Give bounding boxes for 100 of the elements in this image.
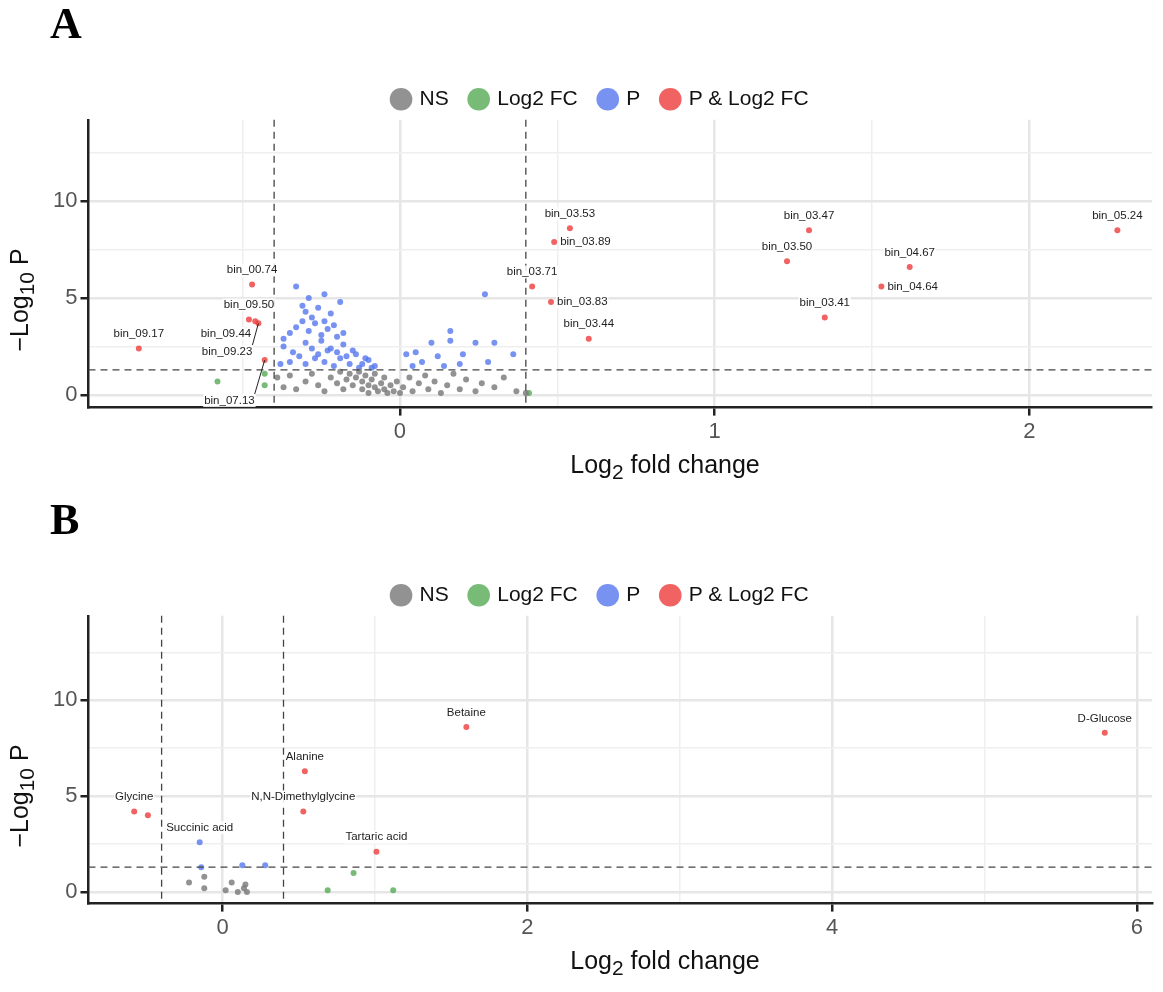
annotation: bin_03.53 (544, 207, 596, 219)
point (585, 335, 592, 342)
point (1101, 729, 1108, 736)
point (350, 869, 357, 876)
annotation: bin_03.89 (560, 235, 611, 248)
point (337, 368, 344, 375)
point (463, 376, 470, 383)
point (186, 879, 193, 886)
point (245, 316, 252, 323)
point (321, 388, 328, 395)
annotation: bin_03.71 (506, 265, 558, 278)
annotation: bin_04.67 (884, 245, 935, 258)
point (409, 388, 416, 395)
point (806, 227, 813, 234)
point (522, 390, 529, 397)
point (352, 374, 359, 381)
point (300, 808, 307, 815)
point (243, 889, 250, 896)
point (371, 370, 378, 377)
point (365, 382, 372, 389)
point (444, 382, 451, 389)
point (566, 225, 573, 232)
point (301, 768, 308, 775)
legend-label: P & Log2 FC (688, 86, 809, 110)
point (343, 376, 350, 383)
x-tick-label: 2 (1023, 417, 1036, 443)
x-axis-title: Log$_{2}$ fold change (569, 450, 761, 484)
annotation: bin_03.50 (761, 239, 813, 252)
point (373, 848, 380, 855)
point (878, 283, 885, 290)
legend-label: Log2 FC (497, 582, 578, 606)
annotation: bin_03.83 (557, 295, 608, 308)
point (346, 370, 353, 377)
point (400, 384, 407, 391)
point (393, 378, 400, 385)
point (381, 386, 388, 393)
annotation: N,N-Dimethylglycine (251, 790, 356, 803)
y-tick-label: 10 (52, 686, 78, 712)
point (315, 382, 322, 389)
point (228, 879, 235, 886)
annotation: bin_05.24 (1092, 208, 1144, 221)
point (214, 378, 221, 385)
point (334, 380, 341, 387)
point (491, 384, 498, 391)
annotation: bin_00.74 (226, 263, 278, 276)
point (242, 881, 249, 888)
point (472, 388, 479, 395)
point (450, 370, 457, 377)
y-tick-label: 0 (65, 381, 78, 407)
annotation: bin_09.44 (200, 327, 252, 340)
point (478, 380, 485, 387)
point (381, 374, 388, 381)
point (548, 298, 555, 305)
point (131, 808, 138, 815)
point (340, 386, 347, 393)
point (286, 372, 293, 379)
point (387, 382, 394, 389)
point (234, 889, 241, 896)
legend-label: NS (419, 582, 449, 606)
point (308, 370, 315, 377)
point (463, 724, 470, 731)
annotation: bin_09.17 (113, 327, 165, 340)
point (437, 390, 444, 397)
annotation: bin_09.50 (223, 298, 275, 311)
annotation: bin_03.47 (783, 208, 835, 221)
point (262, 862, 269, 869)
legend-label: P (626, 582, 641, 606)
point (293, 386, 300, 393)
y-tick-label: 10 (52, 187, 78, 213)
point (365, 390, 372, 397)
point (500, 374, 507, 381)
annotation: Succinic acid (166, 820, 234, 833)
point (359, 378, 366, 385)
point (415, 380, 422, 387)
point (1114, 227, 1121, 234)
point (551, 238, 558, 245)
chart-title: A (50, 0, 82, 48)
annotation: bin_03.44 (563, 317, 615, 330)
point (327, 374, 334, 381)
x-axis-title: Log$_{2}$ fold change (569, 946, 761, 980)
point (144, 812, 151, 819)
legend-label: NS (419, 86, 449, 110)
x-tick-label: 4 (825, 913, 839, 939)
point (371, 384, 378, 391)
point (261, 370, 268, 377)
point (456, 386, 463, 393)
x-tick-label: 6 (1130, 913, 1143, 939)
x-tick-label: 0 (216, 913, 229, 939)
legend-label: P (626, 86, 641, 110)
point (222, 887, 229, 894)
annotation: bin_09.23 (201, 344, 253, 357)
annotation: Betaine (446, 705, 486, 718)
y-tick-label: 5 (65, 782, 78, 808)
point (249, 281, 256, 288)
y-tick-label: 0 (65, 878, 78, 904)
point (378, 380, 385, 387)
point (324, 887, 331, 894)
point (274, 374, 281, 381)
point (201, 873, 208, 880)
point (390, 388, 397, 395)
